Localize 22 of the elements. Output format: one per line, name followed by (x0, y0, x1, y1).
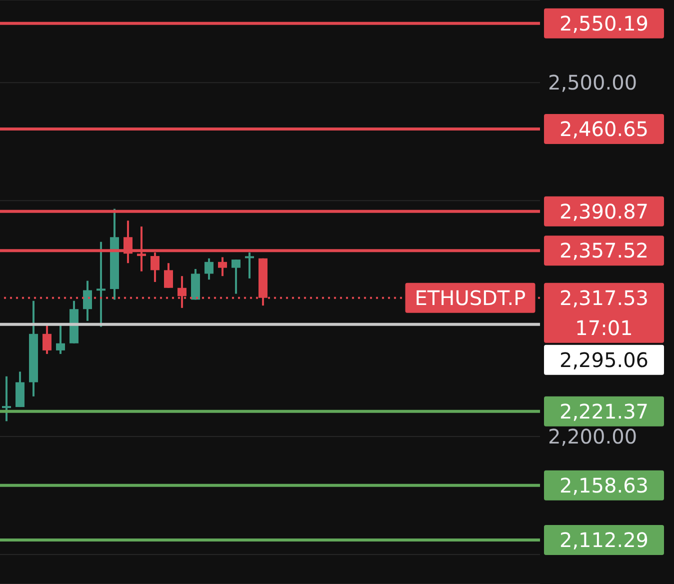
ref-line-label: 2,390.87 (559, 199, 649, 224)
y-tick-label: 2,500.00 (548, 70, 638, 95)
annotation: ETHUSDT.P (414, 286, 526, 310)
ref-line-label: 2,295.06 (559, 348, 649, 372)
y-tick-label: 2,200.00 (548, 424, 638, 449)
candlestick (96, 240, 106, 328)
candlestick (218, 256, 227, 278)
candlestick (83, 280, 92, 322)
candlestick (56, 323, 65, 355)
ref-line-label: 2,112.29 (559, 528, 649, 552)
ref-line-label: 2,317.53 (559, 286, 649, 310)
candlestick (164, 262, 173, 289)
candlestick (232, 258, 240, 295)
candlestick (204, 257, 214, 281)
ref-line-label: 2,221.37 (559, 399, 649, 424)
ref-line-label: 2,460.65 (559, 117, 649, 142)
candlestick (2, 375, 11, 422)
ref-line-label: 2,158.63 (559, 473, 649, 498)
ref-line-label: 2,550.19 (559, 11, 649, 36)
ref-line-label: 2,357.52 (559, 238, 649, 263)
text: 17:01 (575, 316, 633, 340)
candlestick (245, 251, 254, 280)
